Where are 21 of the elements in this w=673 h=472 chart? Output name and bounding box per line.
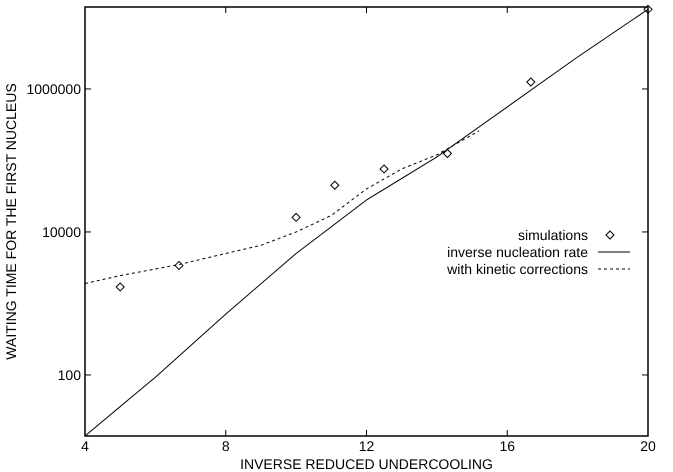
x-tick-label: 4 [81,438,90,454]
point [442,149,452,158]
x-tick-label: 8 [222,438,230,454]
point [644,4,652,14]
point [116,282,125,292]
point [174,260,184,270]
point [526,78,536,87]
y-tick-label: 1000000 [26,80,82,97]
legend-label: with kinetic corrections [446,260,588,277]
point [330,180,340,190]
point [380,164,389,174]
y-tick-label: 10000 [42,224,82,240]
legend-label: inverse nucleation rate [447,244,588,260]
legend-label: simulations [518,226,588,243]
y-axis-title: WAITING TIME FOR THE FIRST NUCLEUS [3,83,19,360]
y-tick-label: 100 [58,366,82,383]
x-tick-label: 12 [358,438,374,454]
x-axis-title: INVERSE REDUCED UNDERCOOLING [240,456,493,472]
x-tick-label: 20 [640,438,656,454]
x-tick-label: 16 [499,438,516,454]
point [292,212,301,222]
